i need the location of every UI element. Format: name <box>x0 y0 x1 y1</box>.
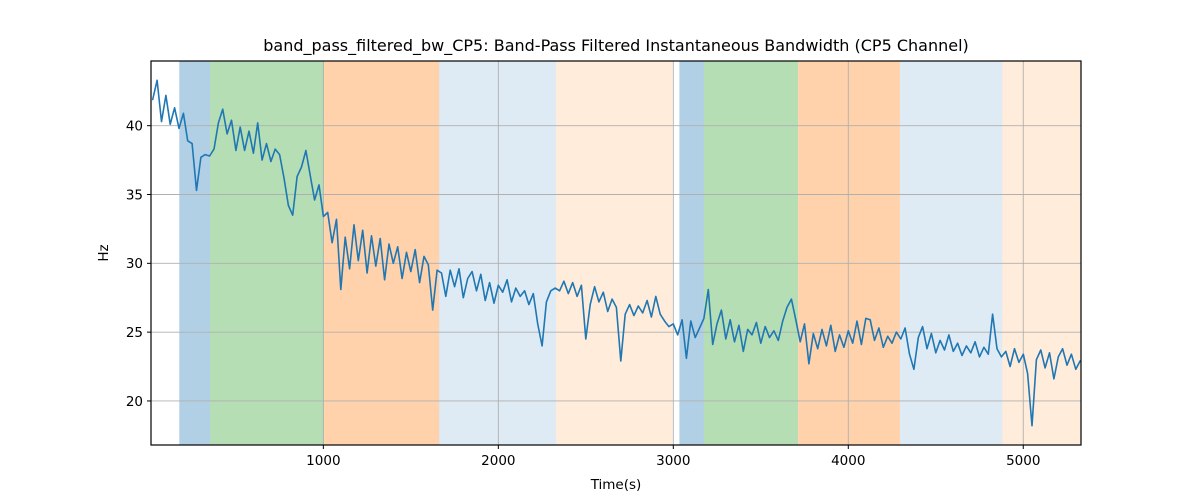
y-tick-label: 20 <box>126 394 143 410</box>
x-tick-label: 4000 <box>831 453 865 469</box>
stage-band-green <box>210 61 324 445</box>
stage-bands-layer <box>179 61 1081 445</box>
stage-band-light-blue <box>439 61 557 445</box>
x-tick-label: 3000 <box>656 453 690 469</box>
x-tick-label: 1000 <box>306 453 340 469</box>
chart-title: band_pass_filtered_bw_CP5: Band-Pass Fil… <box>263 36 969 56</box>
x-tick-label: 2000 <box>481 453 515 469</box>
series-line <box>151 79 1081 427</box>
stage-band-orange <box>798 61 900 445</box>
series-layer <box>151 79 1081 427</box>
stage-band-green <box>703 61 798 445</box>
plot-background <box>151 61 1081 445</box>
x-tick-label: 5000 <box>1006 453 1040 469</box>
gridlines-layer <box>151 61 1081 445</box>
y-tick-label: 40 <box>126 118 143 134</box>
stage-band-light-blue <box>899 61 1003 445</box>
stage-band-light-orange <box>556 61 673 445</box>
x-axis-label: Time(s) <box>590 477 642 493</box>
stage-band-blue <box>679 61 704 445</box>
y-tick-label: 30 <box>126 256 143 272</box>
y-tick-label: 35 <box>126 187 143 203</box>
plot-area-border <box>150 60 1082 446</box>
ticks-layer: 1000 2000 3000 4000 5000 20 25 30 35 40 <box>126 118 1041 469</box>
y-axis-label: Hz <box>96 244 112 261</box>
y-tick-label: 25 <box>126 325 143 341</box>
stage-band-light-orange <box>1002 61 1081 445</box>
